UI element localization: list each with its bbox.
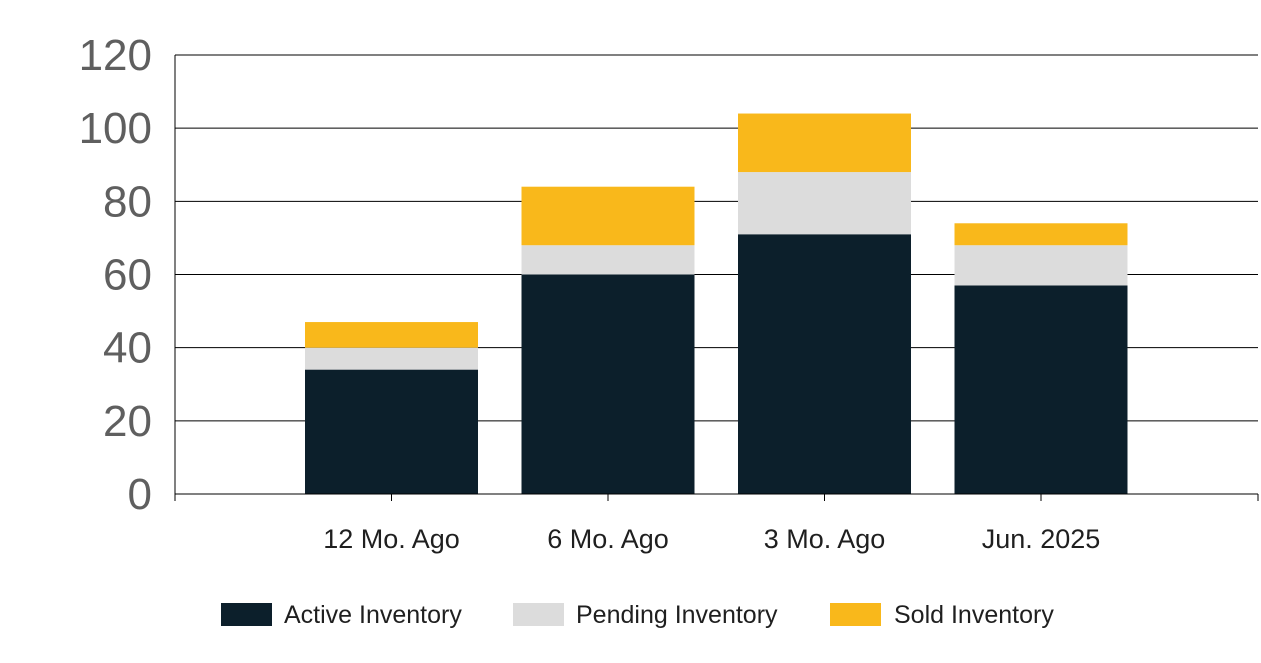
bar-pending-inventory-3: [738, 172, 911, 235]
y-tick-label-100: 100: [79, 104, 152, 153]
bar-sold-inventory-2: [521, 186, 695, 246]
bar-sold-inventory-1: [305, 322, 478, 348]
legend-label-sold-inventory: Sold Inventory: [894, 601, 1054, 629]
y-tick-label-0: 0: [128, 470, 152, 519]
bar-sold-inventory-4: [954, 223, 1128, 246]
y-tick-label-60: 60: [103, 251, 152, 300]
legend-item-pending-inventory: Pending Inventory: [513, 601, 778, 629]
x-tick-label-2: 6 Mo. Ago: [547, 524, 669, 554]
y-tick-label-120: 120: [79, 31, 152, 80]
bar-active-inventory-3: [738, 234, 911, 494]
x-tick-label-4: Jun. 2025: [982, 524, 1101, 554]
legend-swatch-active-inventory: [221, 603, 272, 626]
bar-active-inventory-4: [954, 285, 1128, 494]
x-tick-label-1: 12 Mo. Ago: [323, 524, 460, 554]
y-tick-label-80: 80: [103, 177, 152, 226]
bar-active-inventory-2: [521, 274, 695, 494]
bar-active-inventory-1: [305, 369, 478, 494]
bar-sold-inventory-3: [738, 113, 911, 173]
legend-label-pending-inventory: Pending Inventory: [576, 601, 778, 629]
legend-swatch-sold-inventory: [830, 603, 881, 626]
y-tick-label-40: 40: [103, 324, 152, 373]
legend-item-active-inventory: Active Inventory: [221, 601, 462, 629]
x-tick-label-3: 3 Mo. Ago: [764, 524, 886, 554]
bar-pending-inventory-2: [521, 245, 695, 275]
y-tick-label-20: 20: [103, 397, 152, 446]
bar-pending-inventory-4: [954, 245, 1128, 286]
legend-label-active-inventory: Active Inventory: [284, 601, 462, 629]
legend-swatch-pending-inventory: [513, 603, 564, 626]
bar-pending-inventory-1: [305, 347, 478, 370]
legend-item-sold-inventory: Sold Inventory: [830, 601, 1054, 629]
